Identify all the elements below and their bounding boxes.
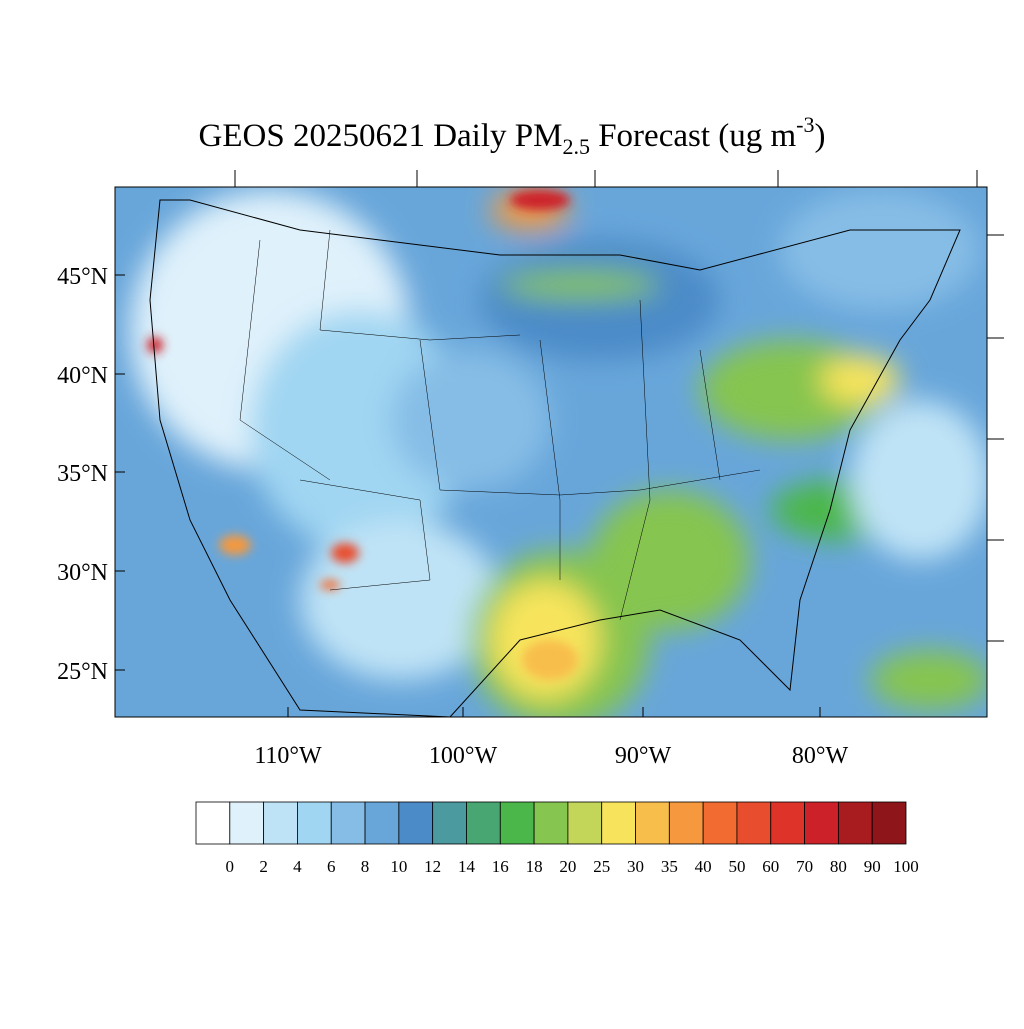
colorbar-label: 6 [327,857,336,876]
colorbar-box [229,801,265,845]
colorbar-label: 12 [424,857,441,876]
colorbar-box [702,801,738,845]
title-superscript: -3 [796,112,814,137]
axis-labels: 45°N 40°N 35°N 30°N 25°N 110°W 100°W 90°W 80°W [57,264,848,769]
colorbar-label: 0 [226,857,235,876]
colorbar-box [364,801,400,845]
colorbar-label: 8 [361,857,370,876]
colorbar-box [668,801,704,845]
colorbar-box [533,801,569,845]
lat-label: 25°N [57,659,108,685]
colorbar-box [736,801,772,845]
title-text: ) [814,118,825,154]
colorbar-box [804,801,839,845]
colorbar-label: 20 [559,857,576,876]
colorbar-box [871,801,907,845]
colorbar-label: 50 [728,857,745,876]
colorbar-box [499,801,535,845]
lat-label: 40°N [57,363,108,389]
colorbar-label: 100 [893,857,919,876]
colorbar-label: 70 [796,857,813,876]
colorbar-box [297,801,332,845]
colorbar-box [770,801,805,845]
colorbar-box [398,801,434,845]
map-title: GEOS 20250621 Daily PM2.5 Forecast (ug m… [199,112,826,159]
colorbar-box [837,801,873,845]
lon-label: 90°W [615,743,672,769]
colorbar-box [195,801,231,845]
colorbar-label: 14 [458,857,476,876]
colorbar-box [601,801,636,845]
colorbar-label: 16 [492,857,509,876]
map-frame [114,186,988,718]
title-text: Forecast (ug m [590,118,797,154]
colorbar-label: 35 [661,857,678,876]
title-text: GEOS 20250621 Daily PM [199,118,563,154]
colorbar-box [567,801,603,845]
map-field [115,187,987,717]
colorbar-label: 80 [830,857,847,876]
lon-label: 80°W [792,743,849,769]
colorbar-box [466,801,501,845]
colorbar-label: 2 [259,857,268,876]
lon-label: 100°W [429,743,498,769]
colorbar-label: 40 [695,857,712,876]
colorbar-box [635,801,670,845]
lon-label: 110°W [254,743,322,769]
colorbar-label: 90 [864,857,881,876]
colorbar-box [263,801,298,845]
lat-label: 45°N [57,264,108,290]
lat-label: 30°N [57,560,108,586]
colorbar: 0 2 4 6 8 10 12 14 16 18 20 25 30 35 40 50 60 70 80 90 100 [195,801,919,876]
colorbar-label: 25 [593,857,610,876]
colorbar-label: 4 [293,857,302,876]
lat-label: 35°N [57,461,108,487]
colorbar-label: 10 [390,857,407,876]
colorbar-box [432,801,467,845]
map-ticks [115,170,1004,717]
colorbar-label: 30 [627,857,644,876]
colorbar-label: 18 [526,857,543,876]
title-subscript: 2.5 [562,134,590,159]
colorbar-label: 60 [762,857,779,876]
colorbar-box [330,801,366,845]
